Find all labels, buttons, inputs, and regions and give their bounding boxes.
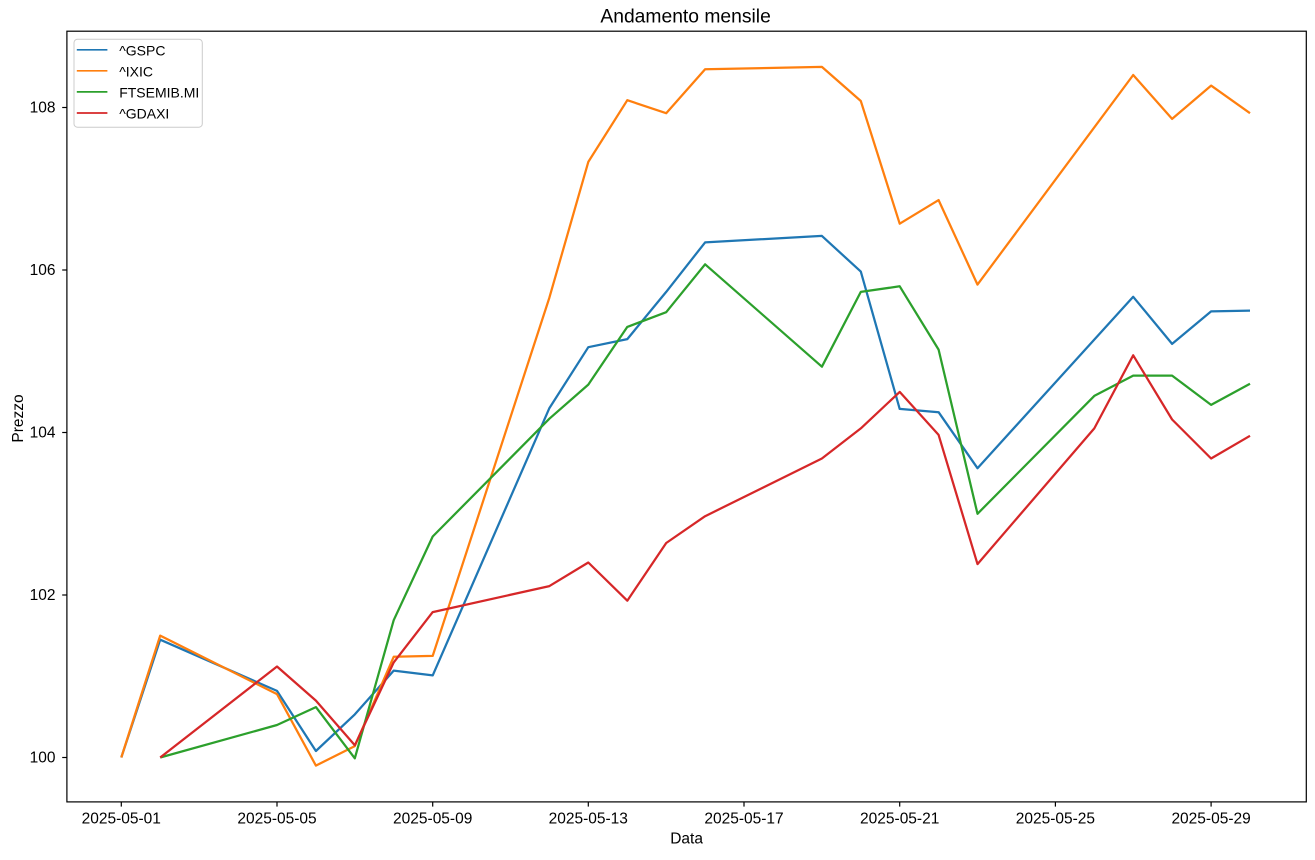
svg-text:2025-05-25: 2025-05-25 bbox=[1016, 811, 1095, 828]
svg-text:Prezzo: Prezzo bbox=[10, 394, 27, 442]
svg-text:Andamento mensile: Andamento mensile bbox=[600, 7, 770, 28]
svg-text:102: 102 bbox=[30, 587, 56, 604]
svg-text:104: 104 bbox=[30, 425, 56, 442]
svg-text:2025-05-05: 2025-05-05 bbox=[237, 811, 316, 828]
svg-text:2025-05-29: 2025-05-29 bbox=[1171, 811, 1250, 828]
svg-text:2025-05-13: 2025-05-13 bbox=[549, 811, 628, 828]
svg-text:^IXIC: ^IXIC bbox=[119, 63, 153, 79]
svg-text:108: 108 bbox=[30, 100, 56, 117]
svg-text:FTSEMIB.MI: FTSEMIB.MI bbox=[119, 85, 199, 101]
svg-text:Data: Data bbox=[670, 830, 703, 847]
svg-text:2025-05-17: 2025-05-17 bbox=[704, 811, 783, 828]
svg-text:^GSPC: ^GSPC bbox=[119, 42, 165, 58]
svg-text:2025-05-01: 2025-05-01 bbox=[82, 811, 161, 828]
svg-text:2025-05-09: 2025-05-09 bbox=[393, 811, 472, 828]
svg-text:100: 100 bbox=[30, 750, 56, 767]
svg-text:106: 106 bbox=[30, 262, 56, 279]
svg-text:2025-05-21: 2025-05-21 bbox=[860, 811, 939, 828]
svg-text:^GDAXI: ^GDAXI bbox=[119, 106, 169, 122]
